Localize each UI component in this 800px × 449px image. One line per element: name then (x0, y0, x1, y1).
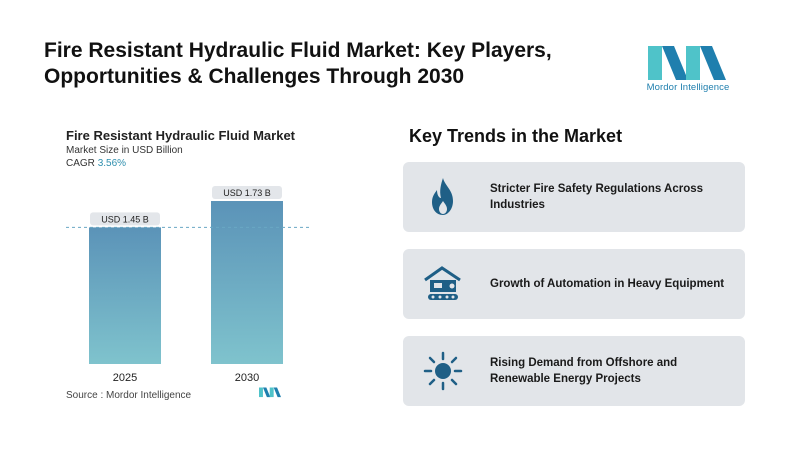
chart-subtitle: Market Size in USD Billion (66, 145, 183, 156)
bar-2025 (89, 227, 161, 364)
data-label-2030: USD 1.73 B (223, 188, 271, 198)
logo-text: Mordor Intelligence (646, 82, 730, 93)
trend-card-3: Rising Demand from Offshore and Renewabl… (403, 336, 745, 406)
mordor-logo: Mordor Intelligence (642, 44, 734, 96)
trend-text-2: Growth of Automation in Heavy Equipment (490, 278, 725, 290)
x-tick-label-2030: 2030 (235, 372, 259, 384)
source-label: Source : (66, 390, 104, 401)
page-title: Fire Resistant Hydraulic Fluid Market: K… (44, 38, 604, 90)
chart-title: Fire Resistant Hydraulic Fluid Market (66, 128, 296, 143)
source-logo-icon (259, 387, 281, 398)
trend-text-1: Stricter Fire Safety Regulations Across … (490, 183, 704, 211)
trend-text-3: Rising Demand from Offshore and Renewabl… (490, 357, 678, 385)
sun-icon (420, 348, 466, 394)
chart-cagr: CAGR 3.56% (66, 158, 126, 169)
data-label-2025: USD 1.45 B (101, 214, 149, 224)
source-text: Mordor Intelligence (106, 390, 192, 401)
bar-2030 (211, 201, 283, 364)
data-label-bg-2030 (212, 186, 282, 200)
trend-card-1: Stricter Fire Safety Regulations Across … (403, 162, 745, 232)
x-tick-label-2025: 2025 (113, 372, 137, 384)
trends-title: Key Trends in the Market (409, 126, 623, 146)
cagr-value: 3.56% (97, 158, 127, 169)
flame-icon (420, 174, 466, 220)
page-title-line-1: Fire Resistant Hydraulic Fluid Market: K… (44, 39, 552, 62)
trend-card-2: Growth of Automation in Heavy Equipment (403, 249, 745, 319)
page-title-line-2: Opportunities & Challenges Through 2030 (44, 65, 465, 88)
cagr-label: CAGR (66, 158, 95, 169)
excavator-icon (420, 261, 466, 307)
mordor-logo-mark-icon (648, 46, 726, 80)
source-note: Source : Mordor Intelligence (66, 390, 191, 401)
data-label-bg-2025 (90, 212, 160, 226)
